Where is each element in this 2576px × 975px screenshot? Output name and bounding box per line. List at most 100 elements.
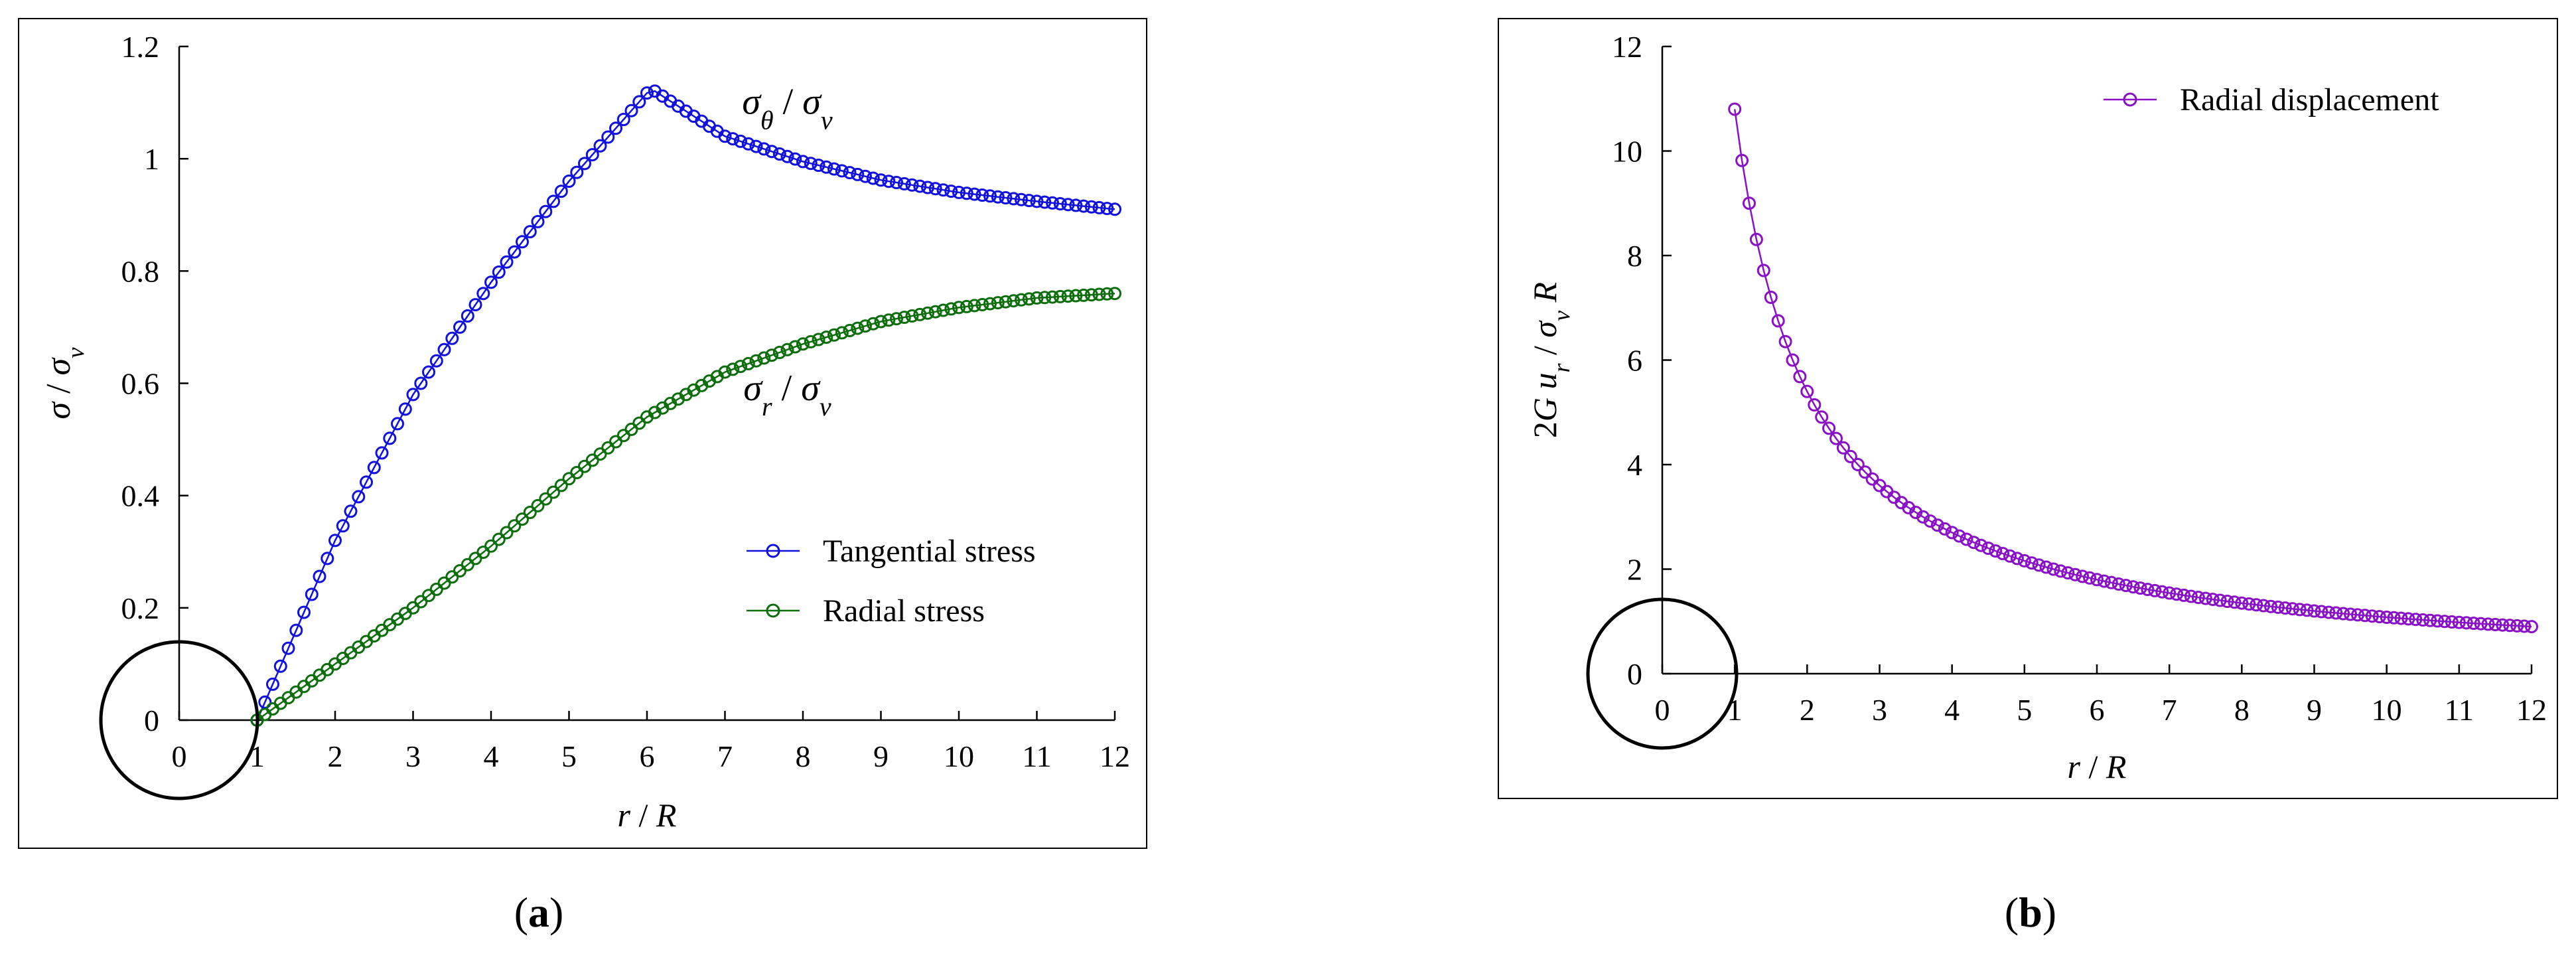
x-tick-label: 3 xyxy=(405,739,421,773)
data-point xyxy=(2184,589,2198,603)
data-point xyxy=(1743,196,1756,210)
data-point xyxy=(1836,441,1850,455)
data-point xyxy=(2220,595,2234,608)
data-point xyxy=(952,301,966,315)
x-tick-label: 0 xyxy=(1655,693,1670,727)
x-tick-label: 2 xyxy=(328,739,343,773)
data-point xyxy=(952,185,966,199)
data-point xyxy=(1808,398,1822,412)
data-point xyxy=(289,623,303,637)
data-point xyxy=(476,287,490,301)
data-point xyxy=(882,313,896,327)
data-point xyxy=(352,490,366,504)
panel-label-a-letter: a xyxy=(528,889,549,936)
data-point xyxy=(2365,609,2379,623)
data-point xyxy=(1800,384,1814,398)
data-point xyxy=(1061,289,1075,303)
data-point xyxy=(2293,603,2307,617)
data-point xyxy=(2025,556,2039,570)
data-point xyxy=(2076,569,2090,583)
data-point xyxy=(2300,603,2314,617)
data-point xyxy=(2039,560,2053,574)
data-point xyxy=(2380,611,2394,624)
data-point xyxy=(1989,544,2003,558)
data-point xyxy=(2467,617,2480,631)
data-point xyxy=(508,245,522,259)
chart-a-axes: r / R σ / σv xyxy=(40,46,1115,834)
data-point xyxy=(1858,465,1872,479)
x-tick-label: 12 xyxy=(2516,693,2547,727)
data-point xyxy=(772,147,786,161)
data-point xyxy=(2170,587,2184,601)
data-point xyxy=(2496,618,2510,632)
data-point xyxy=(859,319,872,333)
data-point xyxy=(1771,314,1785,328)
data-point xyxy=(999,295,1013,309)
data-point xyxy=(2141,583,2155,597)
data-point xyxy=(1038,291,1052,305)
x-tick-label: 12 xyxy=(1100,739,1130,773)
data-point xyxy=(2336,607,2350,621)
data-point xyxy=(967,187,981,201)
data-point xyxy=(429,354,443,368)
data-point xyxy=(321,552,334,565)
data-point xyxy=(1786,353,1800,367)
data-point xyxy=(1077,199,1090,213)
data-point xyxy=(2474,617,2488,631)
data-point xyxy=(601,130,615,144)
data-point xyxy=(344,504,358,518)
data-point xyxy=(2264,599,2277,613)
panel-label-b: (b) xyxy=(2004,889,2057,936)
data-point xyxy=(944,185,958,198)
data-point xyxy=(281,641,295,655)
data-point xyxy=(890,176,903,189)
data-point xyxy=(2315,605,2328,619)
data-point xyxy=(1981,542,1995,555)
data-point xyxy=(531,214,545,228)
data-point xyxy=(1015,192,1028,206)
data-point xyxy=(554,479,568,492)
data-point xyxy=(936,303,950,317)
data-point xyxy=(726,362,740,376)
data-point xyxy=(2097,574,2111,588)
data-point xyxy=(500,255,514,269)
data-point xyxy=(2481,617,2495,631)
data-point xyxy=(367,461,381,475)
legend-marker xyxy=(766,603,780,618)
data-point xyxy=(921,306,934,320)
data-point xyxy=(437,342,451,356)
origin-highlight-circle xyxy=(99,640,259,800)
data-point xyxy=(1865,472,1879,486)
chart-a-frame xyxy=(18,18,1147,849)
data-point xyxy=(360,475,373,489)
x-tick-label: 3 xyxy=(1872,693,1887,727)
legend-label: Tangential stress xyxy=(823,534,1036,569)
y-tick-label: 0 xyxy=(1627,657,1642,691)
x-tick-label: 4 xyxy=(1944,693,1960,727)
data-point xyxy=(266,677,279,691)
data-point xyxy=(788,152,802,166)
x-tick-label: 1 xyxy=(1727,693,1743,727)
data-point xyxy=(2510,619,2524,633)
data-point xyxy=(866,171,880,185)
data-point xyxy=(796,155,810,169)
data-point xyxy=(913,307,927,321)
data-point xyxy=(2032,558,2046,572)
data-point xyxy=(726,132,740,146)
data-point xyxy=(578,157,591,171)
data-point xyxy=(999,191,1013,204)
data-point xyxy=(406,388,420,402)
data-point xyxy=(928,182,942,196)
chart-panel-b: r / R2G ur / σv R 0 1 2 3 4 5 6 7 8 9 10 11 12024681… xyxy=(1498,18,2558,799)
x-tick-label: 8 xyxy=(2234,693,2250,727)
data-point xyxy=(2206,593,2220,607)
legend-label: Radial stress xyxy=(823,593,985,629)
data-point xyxy=(336,519,350,533)
y-tick-label: 4 xyxy=(1627,448,1642,482)
data-point xyxy=(2068,567,2082,581)
y-tick-label: 0.2 xyxy=(121,591,160,625)
curve-annotation: σθ / σv xyxy=(742,82,832,135)
data-point xyxy=(983,189,997,203)
